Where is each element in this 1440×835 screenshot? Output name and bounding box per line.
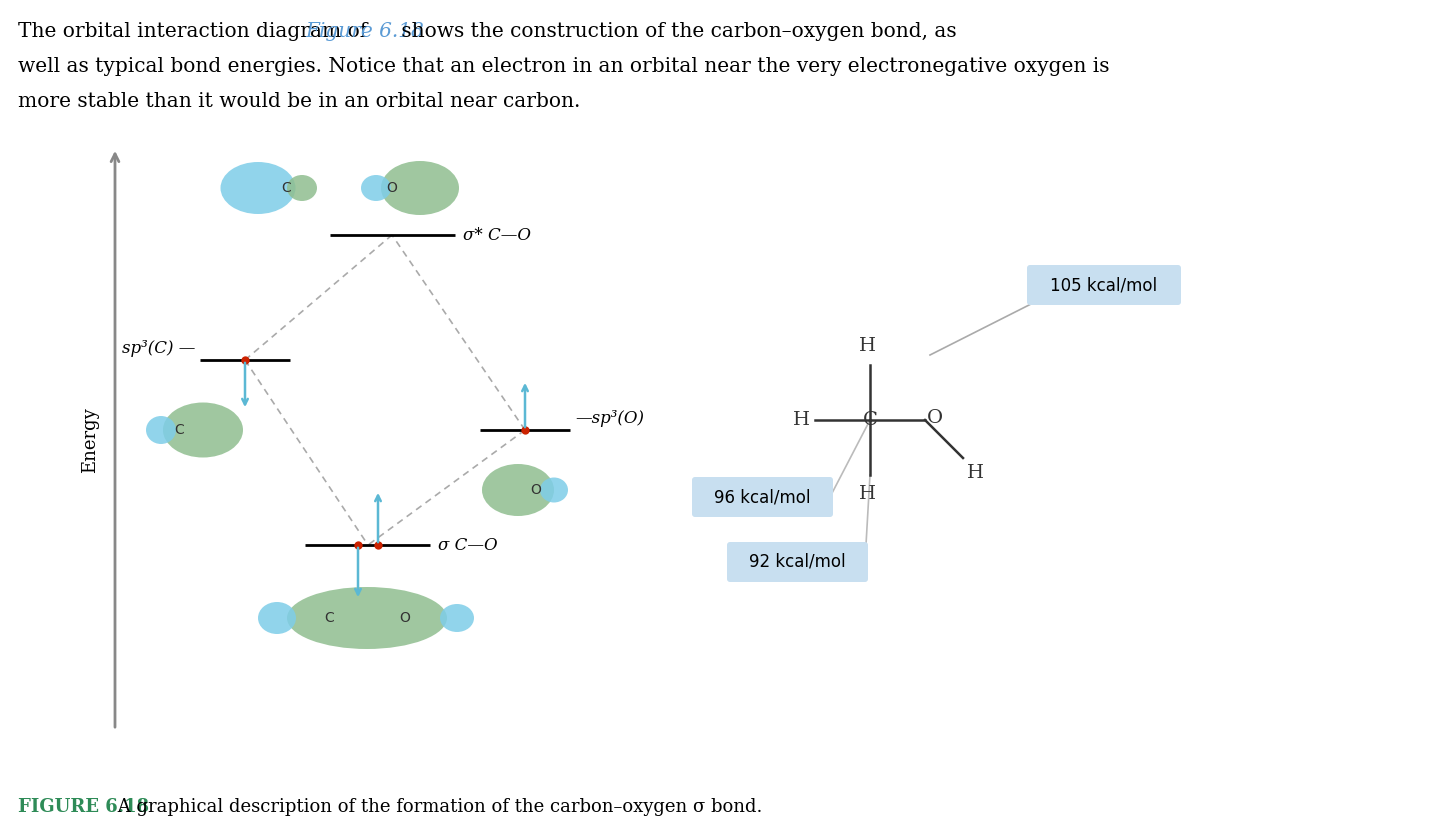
Text: The orbital interaction diagram of: The orbital interaction diagram of [17, 22, 373, 41]
Ellipse shape [382, 161, 459, 215]
Text: H: H [968, 464, 984, 482]
Text: O: O [530, 483, 541, 497]
Ellipse shape [482, 464, 554, 516]
Text: C: C [324, 611, 334, 625]
Text: A graphical description of the formation of the carbon–oxygen σ bond.: A graphical description of the formation… [111, 798, 762, 816]
FancyBboxPatch shape [693, 477, 832, 517]
Ellipse shape [220, 162, 295, 214]
Text: shows the construction of the carbon–oxygen bond, as: shows the construction of the carbon–oxy… [395, 22, 956, 41]
Text: C: C [174, 423, 184, 437]
Text: Energy: Energy [81, 407, 99, 473]
Ellipse shape [258, 602, 297, 634]
Ellipse shape [361, 175, 392, 201]
Ellipse shape [540, 478, 567, 503]
Text: Figure 6.18: Figure 6.18 [305, 22, 423, 41]
Text: H: H [858, 485, 876, 503]
Text: O: O [386, 181, 397, 195]
Text: σ C—O: σ C—O [438, 537, 498, 554]
Ellipse shape [287, 587, 446, 649]
Text: FIGURE 6.18: FIGURE 6.18 [17, 798, 150, 816]
Text: H: H [793, 411, 809, 429]
Text: H: H [858, 337, 876, 355]
Ellipse shape [163, 402, 243, 458]
Text: more stable than it would be in an orbital near carbon.: more stable than it would be in an orbit… [17, 92, 580, 111]
FancyBboxPatch shape [1027, 265, 1181, 305]
Text: sp³(C) —: sp³(C) — [121, 340, 194, 357]
FancyBboxPatch shape [727, 542, 868, 582]
Text: O: O [927, 409, 943, 427]
Text: C: C [281, 181, 291, 195]
Text: 92 kcal/mol: 92 kcal/mol [749, 553, 845, 571]
Text: σ* C—O: σ* C—O [464, 226, 531, 244]
Ellipse shape [287, 175, 317, 201]
Text: C: C [863, 411, 877, 429]
Text: 96 kcal/mol: 96 kcal/mol [714, 488, 811, 506]
Text: —sp³(O): —sp³(O) [575, 410, 644, 427]
Ellipse shape [441, 604, 474, 632]
Text: O: O [399, 611, 410, 625]
Ellipse shape [145, 416, 176, 444]
Text: 105 kcal/mol: 105 kcal/mol [1050, 276, 1158, 294]
Text: well as typical bond energies. Notice that an electron in an orbital near the ve: well as typical bond energies. Notice th… [17, 57, 1109, 76]
